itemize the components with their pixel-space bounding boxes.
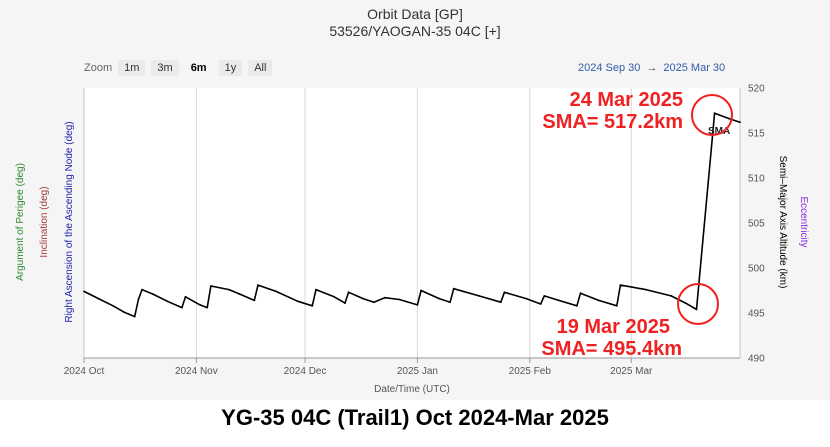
sma-data-point	[362, 297, 364, 300]
sma-data-point	[713, 112, 716, 115]
eccentricity-axis-title: Eccentricity	[798, 196, 809, 247]
range-end[interactable]: 2025 Mar 30	[663, 62, 726, 74]
sma-data-point	[579, 292, 582, 295]
sma-data-point	[452, 287, 455, 290]
sma-data-point	[543, 295, 546, 297]
sma-data-point	[181, 306, 183, 309]
low-date-annotation: 19 Mar 2025	[557, 316, 670, 338]
x-tick-label: 2025 Jan	[397, 366, 438, 377]
y-tick-label: 505	[748, 219, 765, 230]
sma-data-point	[728, 117, 730, 120]
sma-data-point	[123, 311, 125, 313]
sma-data-point	[275, 290, 277, 293]
x-axis-title: Date/Time (UTC)	[374, 384, 450, 395]
chart-subtitle: 53526/YAOGAN-35 04C [+]	[329, 23, 501, 39]
sma-data-point	[398, 298, 401, 301]
raan-axis-title: Right Ascension of the Ascending Node (d…	[64, 121, 75, 322]
sma-data-point	[228, 288, 230, 291]
sma-data-point	[420, 289, 422, 292]
sma-data-point	[347, 291, 350, 294]
sma-data-point	[199, 304, 201, 306]
sma-data-point	[112, 304, 114, 307]
argument-of-perigee-axis-title: Argument of Perigee (deg)	[15, 163, 26, 281]
sma-data-point	[695, 308, 698, 311]
sma-data-point	[257, 284, 259, 286]
zoom-1m-button[interactable]: 1m	[118, 60, 146, 76]
sma-data-point	[296, 300, 299, 303]
chart-title: Orbit Data [GP]	[367, 6, 463, 22]
zoom-all-button[interactable]: All	[248, 60, 273, 76]
sma-data-point	[83, 290, 85, 293]
plot-area	[84, 88, 740, 358]
zoom-1y-button[interactable]: 1y	[218, 60, 243, 76]
sma-data-point	[644, 288, 647, 291]
sma-data-point	[438, 297, 441, 300]
x-tick-label: 2024 Oct	[64, 366, 105, 377]
y-tick-label: 495	[748, 309, 765, 320]
peak-date-annotation: 24 Mar 2025	[570, 89, 683, 111]
sma-data-point	[311, 304, 314, 307]
sma-data-point	[238, 293, 241, 295]
zoom-3m-button[interactable]: 3m	[151, 60, 179, 76]
sma-data-point	[137, 298, 140, 301]
x-tick-label: 2024 Dec	[284, 366, 327, 377]
y-tick-label: 490	[748, 354, 765, 365]
sma-data-point	[133, 315, 136, 318]
y-tick-label: 515	[748, 129, 765, 140]
x-tick-label: 2024 Nov	[175, 366, 218, 377]
sma-data-point	[539, 303, 542, 305]
sma-data-point	[503, 291, 506, 294]
zoom-controls: Zoom 1m 3m 6m 1y All	[84, 60, 278, 76]
sma-data-point	[166, 300, 169, 303]
sma-data-point	[670, 295, 672, 297]
sma-data-point	[206, 306, 209, 309]
sma-data-point	[739, 121, 741, 124]
sma-data-point	[557, 299, 560, 302]
figure-caption: YG-35 04C (Trail1) Oct 2024-Mar 2025	[221, 405, 609, 430]
x-tick-label: 2025 Mar	[610, 366, 653, 377]
sma-series-label: SMA	[708, 126, 730, 137]
orbit-chart: 2024 Oct 2024 Nov 2024 Dec 2025 Jan 2025 Feb…	[15, 84, 809, 396]
sma-data-point	[184, 295, 187, 298]
y-tick-label: 520	[748, 84, 765, 95]
peak-highlight-circle	[691, 94, 733, 136]
sma-data-point	[344, 302, 346, 304]
y-tick-labels: 490 495 500 505 510 515 520	[748, 84, 765, 365]
sma-data-point	[597, 299, 600, 302]
sma-series-points	[83, 112, 741, 318]
sma-data-point	[615, 304, 618, 307]
sma-data-point	[416, 304, 419, 306]
sma-data-point	[684, 302, 687, 304]
low-sma-annotation: SMA= 495.4km	[541, 338, 682, 360]
sma-axis-title: Semi–Major Axis Altitude (km)	[777, 156, 788, 289]
sma-data-point	[525, 297, 528, 300]
sma-data-point	[152, 293, 154, 295]
sma-data-point	[315, 288, 317, 291]
zoom-label: Zoom	[84, 62, 113, 74]
range-start[interactable]: 2024 Sep 30	[578, 62, 641, 74]
sma-data-point	[449, 301, 451, 304]
sma-data-point	[619, 284, 622, 286]
date-range-display: 2024 Sep 30 → 2025 Mar 30	[578, 62, 725, 74]
low-highlight-circle	[677, 283, 719, 325]
peak-sma-annotation: SMA= 517.2km	[542, 111, 683, 133]
sma-data-point	[383, 296, 386, 299]
sma-data-point	[333, 295, 335, 298]
inclination-axis-title: Inclination (deg)	[39, 186, 50, 257]
sma-data-point	[141, 288, 143, 291]
sma-data-point	[499, 301, 502, 304]
sma-data-point	[210, 285, 212, 287]
zoom-6m-button[interactable]: 6m	[190, 62, 207, 74]
sma-data-point	[478, 295, 480, 297]
sma-data-point	[576, 304, 578, 307]
y-tick-label: 510	[748, 174, 765, 185]
x-tick-labels: 2024 Oct 2024 Nov 2024 Dec 2025 Jan 2025 Feb…	[64, 358, 653, 377]
sma-data-point	[373, 301, 375, 304]
range-arrow: →	[646, 62, 658, 74]
sma-data-point	[97, 297, 100, 300]
x-tick-label: 2025 Feb	[509, 366, 552, 377]
y-tick-label: 500	[748, 264, 765, 275]
sma-data-point	[253, 299, 256, 302]
